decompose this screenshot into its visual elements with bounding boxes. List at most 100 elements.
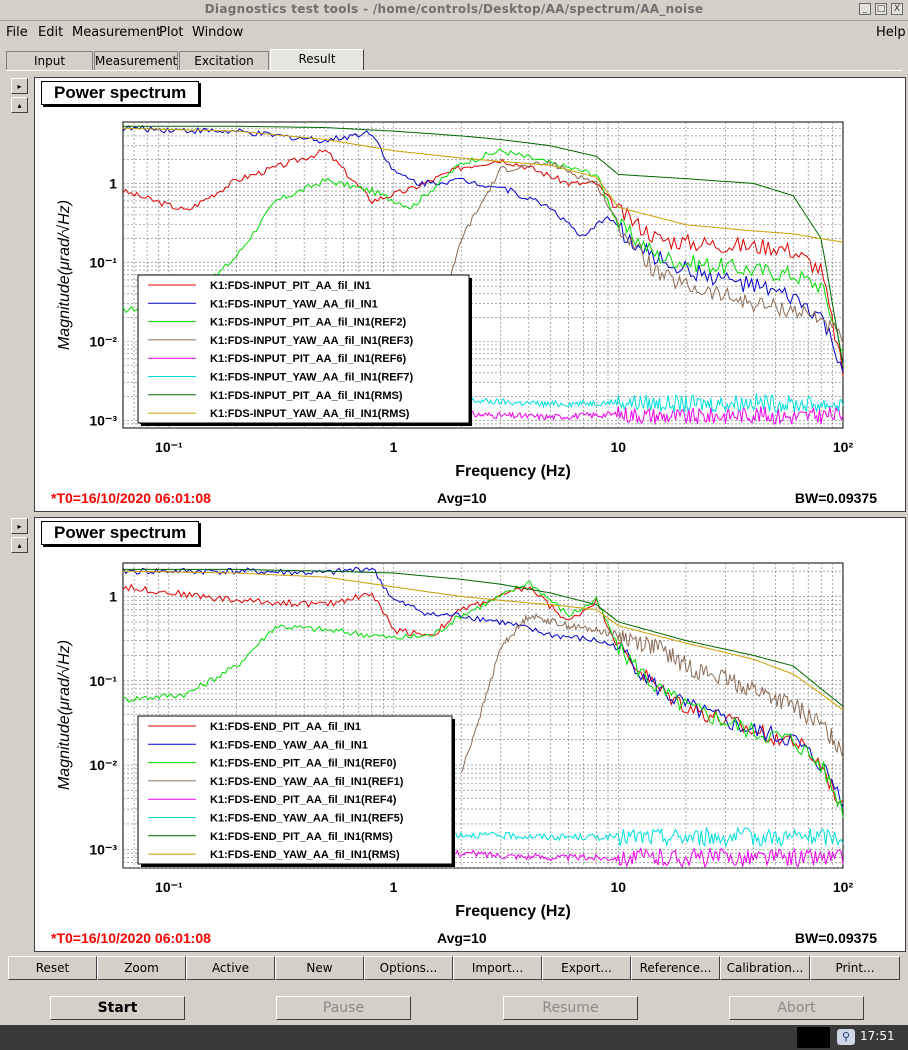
series-line-3 bbox=[122, 580, 844, 818]
panel1-collapse-arrow-icon[interactable]: ▴ bbox=[11, 97, 28, 113]
x-tick-label: 10² bbox=[833, 439, 854, 455]
result-panel-2[interactable]: Power spectrum 10⁻³ 10⁻² 10⁻¹ 1 10⁻¹ 1 10 10² Fr… bbox=[34, 517, 906, 952]
x-tick-label: 10⁻¹ bbox=[155, 879, 183, 895]
series-line-7 bbox=[123, 568, 844, 707]
options-button[interactable]: Options... bbox=[364, 956, 453, 980]
tab-result[interactable]: Result bbox=[270, 49, 364, 71]
series-line-4 bbox=[460, 612, 844, 773]
y-axis-label: Magnitude(μrad/√Hz) bbox=[56, 640, 73, 790]
y-axis-label: Magnitude(μrad/√Hz) bbox=[56, 200, 73, 350]
measurement-controls: Start Pause Resume Abort bbox=[0, 996, 908, 1022]
menu-help[interactable]: Help bbox=[876, 25, 906, 40]
series-line-5 bbox=[393, 839, 844, 868]
calibration-button[interactable]: Calibration... bbox=[720, 956, 810, 980]
legend-label: K1:FDS-END_YAW_AA_fil_IN1(REF1) bbox=[210, 776, 404, 788]
legend-label: K1:FDS-END_PIT_AA_fil_IN1(RMS) bbox=[210, 831, 393, 843]
maximize-button[interactable]: □ bbox=[875, 3, 887, 15]
series-line-1 bbox=[122, 149, 844, 377]
export-button[interactable]: Export... bbox=[542, 956, 631, 980]
taskbar: ⚲ 17:51 bbox=[0, 1025, 908, 1050]
close-button[interactable]: X bbox=[891, 3, 903, 15]
import-button[interactable]: Import... bbox=[453, 956, 542, 980]
y-tick-label: 10⁻¹ bbox=[89, 254, 117, 270]
legend-label: K1:FDS-INPUT_YAW_AA_fil_IN1 bbox=[210, 298, 378, 310]
zoom-button[interactable]: Zoom bbox=[97, 956, 186, 980]
panel1-bw: BW=0.09375 bbox=[794, 490, 877, 506]
legend-label: K1:FDS-INPUT_YAW_AA_fil_IN1(RMS) bbox=[210, 408, 410, 420]
x-tick-label: 1 bbox=[390, 879, 398, 895]
minimize-button[interactable]: _ bbox=[859, 3, 871, 15]
x-tick-label: 10 bbox=[611, 439, 627, 455]
tab-divider bbox=[6, 70, 902, 71]
legend-box bbox=[137, 274, 470, 424]
tab-measurement[interactable]: Measurement bbox=[94, 51, 178, 70]
series-line-6 bbox=[460, 393, 844, 413]
panel2-avg: Avg=10 bbox=[437, 930, 487, 946]
power-spectrum-plot-1[interactable]: 10⁻³ 10⁻² 10⁻¹ 1 10⁻¹ 1 10 10² Frequency (Hz) Mag… bbox=[35, 106, 905, 506]
resume-button[interactable]: Resume bbox=[503, 996, 638, 1020]
menu-window[interactable]: Window bbox=[192, 25, 244, 40]
reset-button[interactable]: Reset bbox=[8, 956, 97, 980]
tab-excitation[interactable]: Excitation bbox=[179, 51, 269, 70]
legend-label: K1:FDS-END_PIT_AA_fil_IN1 bbox=[210, 721, 361, 733]
menu-bar: File Edit Measurement Plot Window Help bbox=[0, 22, 908, 44]
legend-label: K1:FDS-INPUT_PIT_AA_fil_IN1 bbox=[210, 280, 371, 292]
panel2-collapse-arrow-icon[interactable]: ▴ bbox=[11, 537, 28, 553]
panel2-title: Power spectrum bbox=[41, 521, 200, 545]
panel1-expand-arrow-icon[interactable]: ▸ bbox=[11, 78, 28, 94]
panel1-title: Power spectrum bbox=[41, 81, 200, 105]
y-tick-label: 10⁻² bbox=[89, 333, 117, 349]
reference-button[interactable]: Reference... bbox=[631, 956, 720, 980]
x-tick-label: 10 bbox=[611, 879, 627, 895]
start-button[interactable]: Start bbox=[50, 996, 185, 1020]
y-tick-label: 10⁻² bbox=[89, 757, 117, 773]
legend-label: K1:FDS-INPUT_PIT_AA_fil_IN1(RMS) bbox=[210, 390, 403, 402]
series-line-2 bbox=[122, 566, 844, 808]
window-title: Diagnostics test tools - /home/controls/… bbox=[204, 2, 704, 16]
pause-button[interactable]: Pause bbox=[276, 996, 411, 1020]
plot-toolbar: Reset Zoom Active New Options... Import.… bbox=[8, 956, 900, 980]
legend-label: K1:FDS-END_YAW_AA_fil_IN1 bbox=[210, 739, 368, 751]
tab-input[interactable]: Input bbox=[6, 51, 93, 70]
y-tick-label: 1 bbox=[109, 589, 117, 605]
series-line-8 bbox=[123, 127, 844, 243]
series-line-2 bbox=[122, 124, 844, 373]
legend-label: K1:FDS-INPUT_PIT_AA_fil_IN1(REF6) bbox=[210, 353, 407, 365]
menu-plot[interactable]: Plot bbox=[159, 25, 184, 40]
x-tick-label: 1 bbox=[390, 439, 398, 455]
panel1-avg: Avg=10 bbox=[437, 490, 487, 506]
y-tick-label: 10⁻³ bbox=[89, 841, 117, 857]
legend-label: K1:FDS-END_YAW_AA_fil_IN1(REF5) bbox=[210, 813, 404, 825]
x-axis-label: Frequency (Hz) bbox=[455, 463, 571, 480]
new-button[interactable]: New bbox=[275, 956, 364, 980]
taskbar-tray-slot bbox=[797, 1027, 830, 1048]
menu-measurement[interactable]: Measurement bbox=[72, 25, 162, 40]
abort-button[interactable]: Abort bbox=[729, 996, 864, 1020]
series-line-6 bbox=[393, 824, 844, 848]
x-tick-label: 10² bbox=[833, 879, 854, 895]
series-line-7 bbox=[123, 125, 844, 366]
menu-edit[interactable]: Edit bbox=[38, 25, 64, 40]
series-line-5 bbox=[460, 405, 844, 425]
legend-label: K1:FDS-INPUT_YAW_AA_fil_IN1(REF7) bbox=[210, 372, 413, 384]
search-icon[interactable]: ⚲ bbox=[837, 1029, 855, 1045]
print-button[interactable]: Print... bbox=[810, 956, 900, 980]
legend-label: K1:FDS-INPUT_YAW_AA_fil_IN1(REF3) bbox=[210, 335, 413, 347]
panel2-bw: BW=0.09375 bbox=[794, 930, 877, 946]
legend-box bbox=[137, 715, 453, 865]
legend-label: K1:FDS-END_PIT_AA_fil_IN1(REF0) bbox=[210, 758, 397, 770]
panel2-expand-arrow-icon[interactable]: ▸ bbox=[11, 518, 28, 534]
x-tick-label: 10⁻¹ bbox=[155, 439, 183, 455]
y-tick-label: 10⁻¹ bbox=[89, 673, 117, 689]
active-button[interactable]: Active bbox=[186, 956, 275, 980]
legend-label: K1:FDS-END_PIT_AA_fil_IN1(REF4) bbox=[210, 794, 397, 806]
y-tick-label: 1 bbox=[109, 175, 117, 191]
x-axis-label: Frequency (Hz) bbox=[455, 903, 571, 920]
y-tick-label: 10⁻³ bbox=[89, 412, 117, 428]
menu-file[interactable]: File bbox=[6, 25, 28, 40]
window-titlebar: Diagnostics test tools - /home/controls/… bbox=[0, 0, 908, 21]
panel2-t0: *T0=16/10/2020 06:01:08 bbox=[51, 930, 211, 946]
series-line-3 bbox=[122, 148, 844, 353]
power-spectrum-plot-2[interactable]: 10⁻³ 10⁻² 10⁻¹ 1 10⁻¹ 1 10 10² Frequency (Hz) Mag… bbox=[35, 546, 905, 946]
result-panel-1[interactable]: Power spectrum 10⁻³ 10⁻² 10⁻¹ 1 10⁻¹ 1 10 10² Fr… bbox=[34, 77, 906, 512]
